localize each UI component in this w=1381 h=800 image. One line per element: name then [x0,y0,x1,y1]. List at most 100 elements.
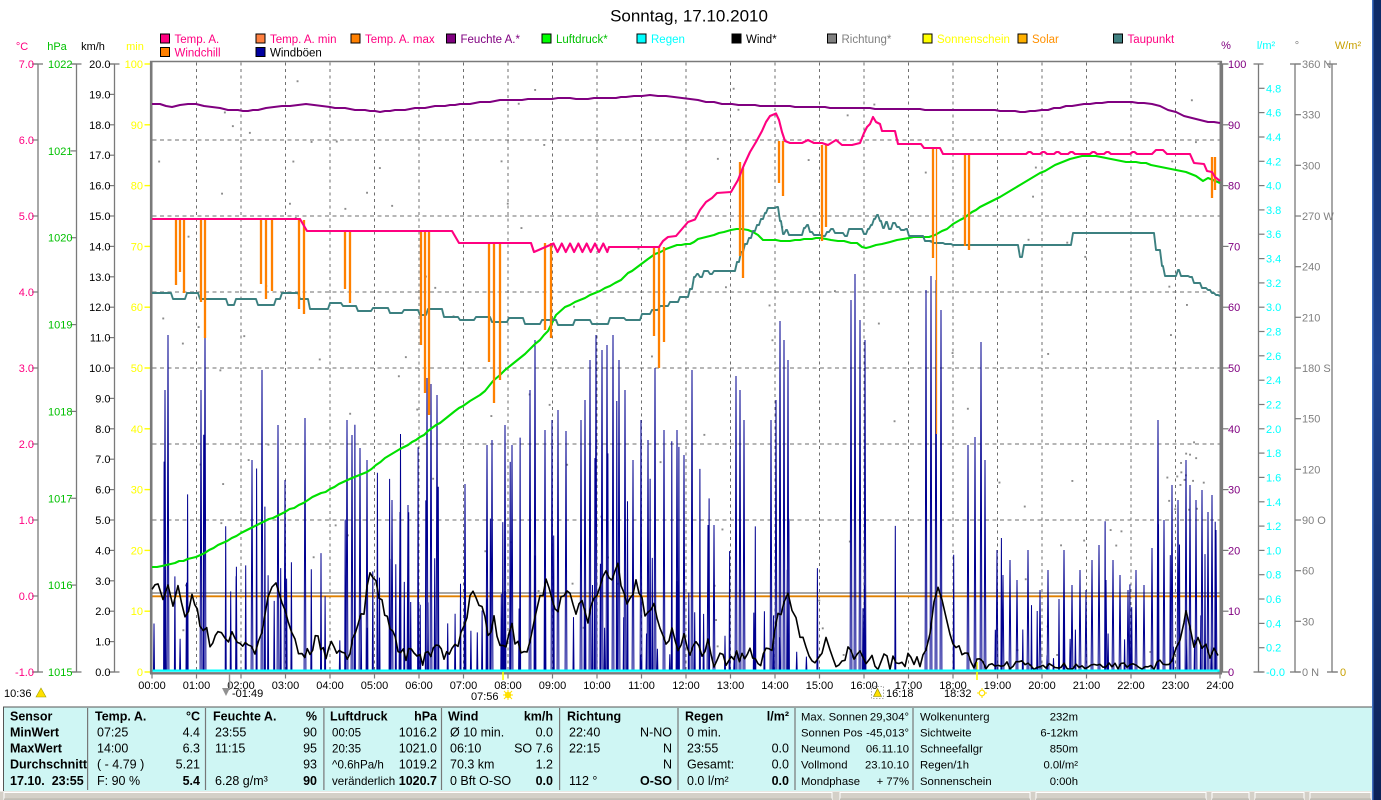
svg-text:22:15: 22:15 [569,742,600,756]
svg-text:Regen/1h: Regen/1h [920,760,969,772]
svg-text:2.2: 2.2 [1266,400,1281,412]
svg-text:60: 60 [1302,566,1314,578]
svg-text:6.3: 6.3 [183,742,200,756]
svg-text:14.0: 14.0 [89,241,110,253]
svg-text:0: 0 [1340,667,1346,679]
svg-text:50: 50 [131,363,143,375]
svg-text:1017: 1017 [48,493,72,505]
svg-text:7.0: 7.0 [95,454,110,466]
svg-text:Temp. A.: Temp. A. [95,710,146,724]
svg-text:210: 210 [1302,312,1320,324]
svg-text:50: 50 [1228,363,1240,375]
svg-text:90: 90 [303,774,317,788]
svg-text:N: N [663,758,672,772]
svg-text:Gesamt:: Gesamt: [687,758,734,772]
svg-text:5.0: 5.0 [19,211,34,223]
svg-text:l/m²: l/m² [1257,40,1276,52]
svg-text:2.8: 2.8 [1266,327,1281,339]
svg-text:MaxWert: MaxWert [10,742,63,756]
svg-text:10:00: 10:00 [583,680,611,692]
svg-text:05:00: 05:00 [361,680,389,692]
svg-text:90 O: 90 O [1302,515,1326,527]
svg-text:0.0: 0.0 [772,758,789,772]
svg-text:1.0: 1.0 [19,515,34,527]
svg-text:08:00: 08:00 [494,680,522,692]
svg-text:120: 120 [1302,464,1320,476]
svg-text:06.11.10: 06.11.10 [866,744,909,756]
svg-text:Regen: Regen [651,34,685,46]
svg-text:14:00: 14:00 [761,680,789,692]
svg-text:Mondphase: Mondphase [801,776,860,788]
svg-text:%: % [1221,40,1231,52]
svg-text:Taupunkt: Taupunkt [1128,34,1175,46]
svg-text:93: 93 [303,758,317,772]
svg-text:3.8: 3.8 [1266,205,1281,217]
svg-text:Temp. A. max: Temp. A. max [365,34,435,46]
svg-text:Temp. A.: Temp. A. [175,34,220,46]
svg-text:2.6: 2.6 [1266,351,1281,363]
svg-text:0.0l/m²: 0.0l/m² [1043,760,1078,772]
svg-text:80: 80 [1228,181,1240,193]
svg-text:0.6: 0.6 [1266,594,1281,606]
svg-text:12:00: 12:00 [672,680,700,692]
svg-text:1.2: 1.2 [536,758,553,772]
svg-text:Richtung: Richtung [567,710,621,724]
svg-text:90: 90 [303,726,317,740]
svg-text:Ø 10 min.: Ø 10 min. [450,726,504,740]
svg-text:19.0: 19.0 [89,89,110,101]
svg-text:0:00h: 0:00h [1050,776,1078,788]
svg-text:Feuchte A.*: Feuchte A.* [461,34,521,46]
svg-text:Windböen: Windböen [270,48,322,60]
svg-text:330: 330 [1302,110,1320,122]
svg-text:0.0: 0.0 [772,774,789,788]
svg-text:0.0: 0.0 [772,742,789,756]
svg-text:1022: 1022 [48,59,72,71]
svg-text:°: ° [1295,40,1299,52]
svg-text:W/m²: W/m² [1335,40,1362,52]
svg-text:15:00: 15:00 [806,680,834,692]
svg-text:Luftdruck: Luftdruck [330,710,388,724]
svg-text:0.0: 0.0 [95,667,110,679]
svg-text:10.0: 10.0 [89,363,110,375]
svg-text:km/h: km/h [524,710,553,724]
svg-text:4.4: 4.4 [1266,132,1281,144]
svg-text:150: 150 [1302,414,1320,426]
svg-text:1.2: 1.2 [1266,521,1281,533]
svg-text:06:10: 06:10 [450,742,481,756]
svg-text:21:00: 21:00 [1073,680,1101,692]
svg-text:20: 20 [1228,545,1240,557]
svg-text:07:00: 07:00 [450,680,478,692]
svg-text:3.0: 3.0 [19,363,34,375]
svg-text:80: 80 [131,181,143,193]
svg-text:13.0: 13.0 [89,272,110,284]
svg-text:07:25: 07:25 [97,726,128,740]
svg-text:70: 70 [131,241,143,253]
svg-text:3.4: 3.4 [1266,254,1281,266]
svg-text:1020.7: 1020.7 [399,774,437,788]
svg-text:0 min.: 0 min. [687,726,721,740]
svg-text:1019: 1019 [48,320,72,332]
svg-text:Temp. A. min: Temp. A. min [270,34,336,46]
svg-text:0.0: 0.0 [536,774,553,788]
svg-text:16.0: 16.0 [89,181,110,193]
svg-text:270 W: 270 W [1302,211,1334,223]
svg-text:Luftdruck*: Luftdruck* [556,34,608,46]
svg-text:18:00: 18:00 [939,680,967,692]
svg-text:16:00: 16:00 [850,680,878,692]
svg-text:23.10.10: 23.10.10 [865,760,909,772]
svg-text:180 S: 180 S [1302,363,1331,375]
svg-text:Richtung*: Richtung* [842,34,892,46]
svg-text:06:00: 06:00 [405,680,433,692]
svg-text:10: 10 [1228,606,1240,618]
svg-text:Regen: Regen [685,710,723,724]
svg-text:01:00: 01:00 [183,680,211,692]
svg-text:60: 60 [131,302,143,314]
svg-text:Windchill: Windchill [175,48,221,60]
svg-text:Vollmond: Vollmond [801,760,847,772]
svg-text:112 °: 112 ° [569,774,597,788]
svg-text:SO 7.6: SO 7.6 [514,742,553,756]
svg-text:90: 90 [131,120,143,132]
svg-text:Solar: Solar [1032,34,1059,46]
svg-text:3.2: 3.2 [1266,278,1281,290]
svg-text:5.21: 5.21 [176,758,200,772]
